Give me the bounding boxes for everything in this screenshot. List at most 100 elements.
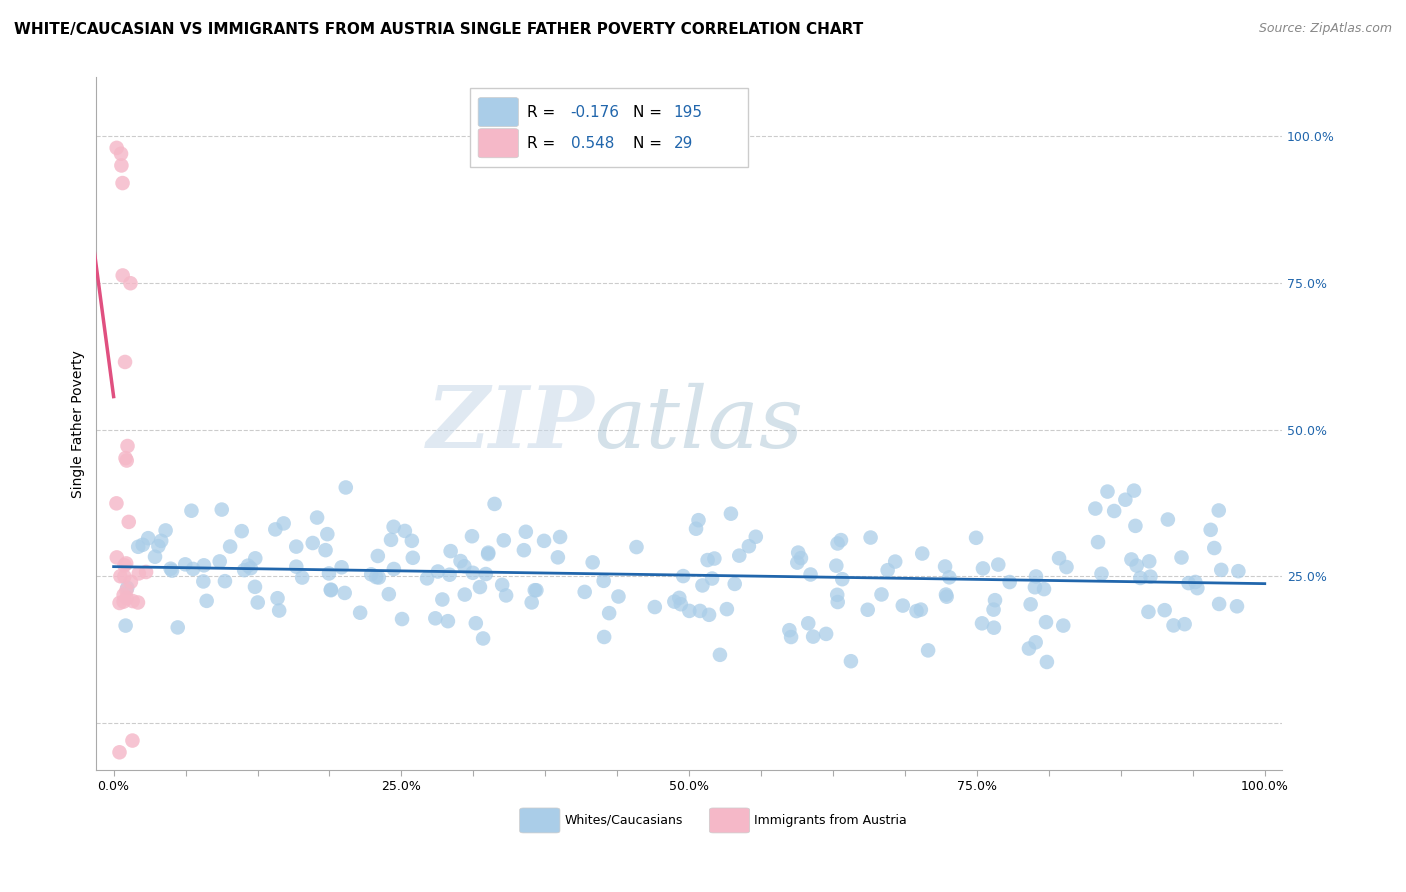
Point [598,606,620,620]
Point [193,558,215,573]
Point [484,497,506,511]
Point [515,524,537,539]
Point [547,550,569,565]
Point [1187,581,1209,595]
Point [121,733,143,747]
Point [477,547,499,561]
Point [548,530,571,544]
Point [685,522,707,536]
Point [180,504,202,518]
Point [315,543,337,558]
Point [1227,564,1250,578]
Point [330,560,353,574]
Point [110,158,132,172]
Point [720,507,742,521]
Point [696,553,718,567]
Point [150,533,173,548]
Point [285,540,308,554]
Point [911,547,934,561]
Point [970,616,993,631]
Point [115,453,138,467]
Point [935,590,957,604]
Point [266,591,288,606]
Point [797,616,820,631]
Point [115,591,138,606]
Point [1129,571,1152,585]
Point [891,599,914,613]
Point [1025,569,1047,583]
Text: ZIP: ZIP [426,382,595,466]
Point [1199,523,1222,537]
Point [526,583,548,598]
Point [155,524,177,538]
Point [738,539,761,553]
Point [859,531,882,545]
Point [440,544,463,558]
Point [697,607,720,622]
Point [983,602,1005,616]
Point [689,604,711,618]
Point [291,570,314,584]
Point [1056,560,1078,574]
Point [672,569,695,583]
Point [117,439,139,453]
Point [1174,617,1197,632]
Point [724,577,747,591]
Point [728,549,751,563]
FancyBboxPatch shape [520,808,560,833]
Point [905,604,928,618]
Point [380,533,402,547]
Text: R =: R = [527,104,560,120]
Point [425,611,447,625]
Point [1052,618,1074,632]
Point [477,546,499,560]
Point [464,616,486,631]
Point [128,566,150,581]
Text: Immigrants from Austria: Immigrants from Austria [755,814,907,827]
Point [319,582,342,597]
Point [700,572,723,586]
Point [437,614,460,628]
Point [135,565,157,579]
Point [513,543,536,558]
Point [787,545,810,559]
Point [1024,580,1046,594]
Point [239,561,262,575]
Point [1084,501,1107,516]
Point [236,558,259,573]
Point [472,632,495,646]
Point [166,620,188,634]
Point [938,570,960,584]
Point [984,593,1007,607]
Point [159,562,181,576]
Point [105,496,128,510]
Point [884,555,907,569]
Point [1139,569,1161,583]
Point [876,563,898,577]
Point [114,451,136,466]
Text: N =: N = [634,104,668,120]
Point [745,530,768,544]
Point [870,587,893,601]
Point [825,558,848,573]
Point [1097,484,1119,499]
Point [174,558,197,572]
Point [1123,483,1146,498]
Point [214,574,236,589]
Point [1033,582,1056,596]
Point [453,559,475,574]
Point [121,594,143,608]
Point [319,583,342,598]
Point [367,570,389,584]
Point [450,554,472,568]
Point [668,591,690,605]
Point [1177,576,1199,591]
Point [934,559,956,574]
Point [195,594,218,608]
Point [401,533,423,548]
Text: 0.548: 0.548 [571,136,614,151]
Point [703,551,725,566]
Point [786,556,808,570]
Point [112,594,135,608]
Point [1157,512,1180,526]
